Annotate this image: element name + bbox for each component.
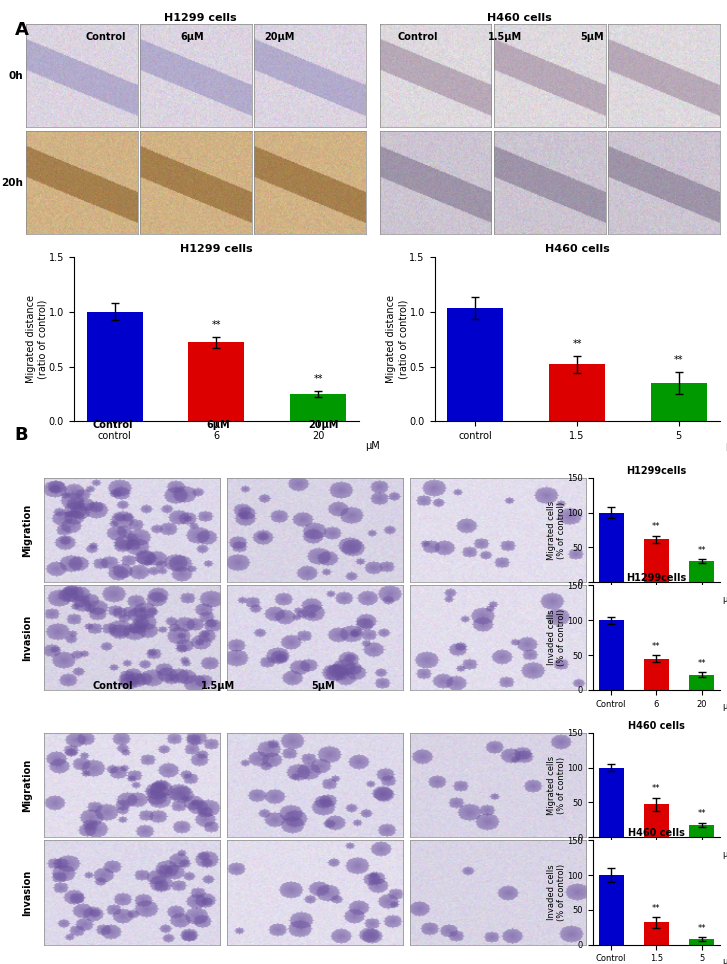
- Text: **: **: [652, 903, 661, 913]
- Bar: [599, 875, 624, 945]
- Bar: [290, 394, 346, 421]
- Title: H460 cells: H460 cells: [545, 244, 609, 254]
- Bar: [599, 620, 624, 690]
- Text: **: **: [697, 810, 706, 818]
- Bar: [644, 658, 669, 690]
- Bar: [689, 939, 714, 945]
- Bar: [644, 539, 669, 582]
- Text: Control: Control: [398, 33, 438, 42]
- Text: μM: μM: [722, 957, 727, 964]
- Text: H460 cells: H460 cells: [487, 13, 553, 23]
- Title: H460 cells: H460 cells: [628, 828, 685, 839]
- Text: 6μM: 6μM: [206, 420, 230, 430]
- Text: Control: Control: [92, 420, 133, 430]
- Text: **: **: [652, 522, 661, 531]
- Y-axis label: Invaded cells
(% of control): Invaded cells (% of control): [547, 609, 566, 666]
- Bar: [689, 561, 714, 582]
- Text: **: **: [697, 924, 706, 933]
- Bar: [549, 364, 605, 421]
- Text: Invasion: Invasion: [22, 870, 32, 916]
- Text: 5μM: 5μM: [312, 682, 335, 691]
- Title: H1299cells: H1299cells: [626, 466, 686, 475]
- Text: **: **: [212, 320, 221, 331]
- Y-axis label: Migrated cells
(% of control): Migrated cells (% of control): [547, 500, 566, 560]
- Text: **: **: [697, 658, 706, 668]
- Text: 0h: 0h: [9, 70, 23, 81]
- Text: μM: μM: [722, 703, 727, 711]
- Text: A: A: [15, 21, 28, 40]
- Y-axis label: Invaded cells
(% of control): Invaded cells (% of control): [547, 864, 566, 922]
- Bar: [87, 311, 142, 421]
- Text: B: B: [15, 426, 28, 444]
- Text: 6μM: 6μM: [181, 33, 204, 42]
- Text: **: **: [313, 374, 323, 384]
- Text: Invasion: Invasion: [22, 614, 32, 660]
- Bar: [599, 767, 624, 837]
- Text: 5μM: 5μM: [581, 33, 604, 42]
- Text: 1.5μM: 1.5μM: [489, 33, 522, 42]
- Title: H1299 cells: H1299 cells: [180, 244, 253, 254]
- Bar: [689, 675, 714, 690]
- Text: **: **: [674, 356, 683, 365]
- Text: **: **: [652, 785, 661, 793]
- Text: μM: μM: [722, 595, 727, 603]
- Bar: [651, 383, 707, 421]
- Text: μM: μM: [722, 849, 727, 859]
- Bar: [188, 342, 244, 421]
- Bar: [448, 308, 503, 421]
- Bar: [599, 513, 624, 582]
- Text: Migration: Migration: [22, 503, 32, 556]
- Title: H1299cells: H1299cells: [626, 574, 686, 583]
- Bar: [689, 824, 714, 837]
- Text: **: **: [652, 642, 661, 651]
- Y-axis label: Migrated cells
(% of control): Migrated cells (% of control): [547, 756, 566, 815]
- Text: **: **: [697, 547, 706, 555]
- Text: Control: Control: [92, 682, 133, 691]
- Text: H1299 cells: H1299 cells: [164, 13, 236, 23]
- Text: μM: μM: [726, 442, 727, 451]
- Bar: [644, 805, 669, 837]
- Text: 20μM: 20μM: [308, 420, 339, 430]
- Text: 20μM: 20μM: [265, 33, 295, 42]
- Y-axis label: Migrated distance
(ratio of control): Migrated distance (ratio of control): [387, 295, 408, 383]
- Text: μM: μM: [365, 442, 379, 451]
- Y-axis label: Migrated distance
(ratio of control): Migrated distance (ratio of control): [25, 295, 47, 383]
- Bar: [644, 923, 669, 945]
- Text: **: **: [572, 339, 582, 349]
- Text: 1.5μM: 1.5μM: [201, 682, 235, 691]
- Text: Control: Control: [85, 33, 126, 42]
- Title: H460 cells: H460 cells: [628, 721, 685, 731]
- Text: 20h: 20h: [1, 177, 23, 188]
- Text: Migration: Migration: [22, 759, 32, 812]
